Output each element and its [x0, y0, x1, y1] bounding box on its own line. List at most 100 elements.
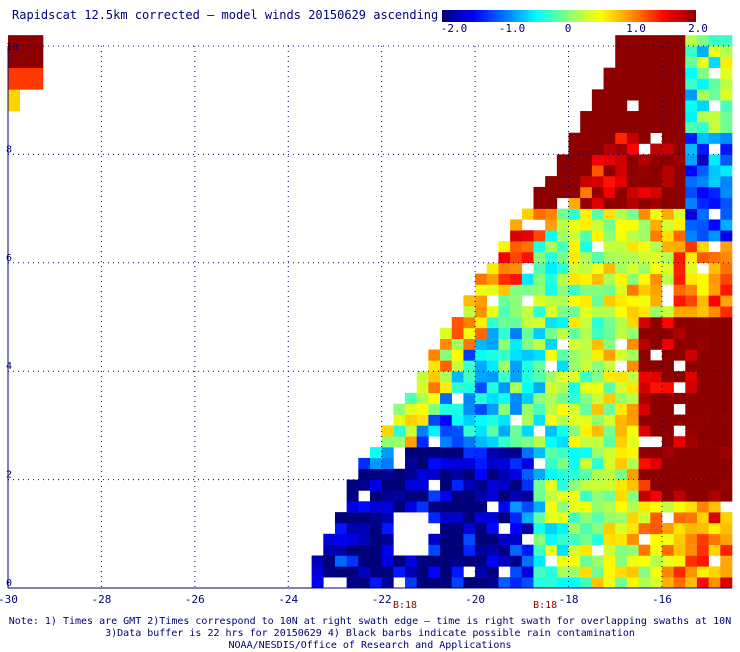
heatmap-cell [615, 295, 628, 307]
heatmap-cell [615, 241, 628, 253]
heatmap-cell [685, 414, 698, 426]
heatmap-cell [685, 35, 698, 47]
heatmap-cell [498, 555, 511, 567]
heatmap-cell [521, 392, 534, 405]
heatmap-cell [603, 392, 616, 405]
heatmap-cell [545, 186, 558, 199]
heatmap-cell [370, 522, 382, 535]
heatmap-cell [673, 371, 686, 383]
heatmap-cell [661, 555, 674, 567]
heatmap-cell [720, 522, 733, 535]
heatmap-cell [661, 447, 674, 459]
heatmap-cell [580, 414, 593, 426]
heatmap-cell [475, 479, 488, 491]
heatmap-cell [603, 208, 616, 220]
heatmap-cell [405, 468, 418, 480]
heatmap-cell [638, 46, 651, 58]
heatmap-cell [661, 403, 674, 415]
heatmap-cell [498, 512, 511, 524]
heatmap-cell [673, 251, 686, 264]
heatmap-cell [661, 35, 674, 47]
heatmap-cell [685, 577, 698, 589]
heatmap-cell [521, 447, 534, 459]
heatmap-cell [486, 371, 499, 383]
heatmap-cell [661, 186, 674, 199]
heatmap-cell [556, 241, 569, 253]
heatmap-cell [603, 371, 616, 383]
heatmap-cell [638, 262, 651, 274]
colorbar-tick: -1.0 [498, 22, 526, 35]
heatmap-cell [673, 436, 686, 448]
heatmap-cell [475, 555, 488, 567]
heatmap-cell [416, 382, 429, 394]
heatmap-cell [451, 360, 464, 372]
heatmap-cell [673, 447, 686, 459]
heatmap-cell [615, 555, 628, 567]
heatmap-cell [358, 501, 371, 513]
heatmap-cell [498, 577, 511, 589]
heatmap-cell [568, 512, 581, 524]
heatmap-cell [650, 165, 663, 177]
heatmap-cell [568, 306, 581, 318]
heatmap-cell [556, 284, 569, 296]
heatmap-cell [708, 468, 721, 480]
y-tick-label: 10 [6, 42, 18, 53]
heatmap-cell [650, 241, 663, 253]
heatmap-cell [650, 295, 663, 307]
heatmap-cell [696, 154, 709, 166]
heatmap-cell [440, 327, 453, 339]
heatmap-cell [19, 78, 32, 90]
heatmap-cell [440, 371, 453, 383]
heatmap-cell [650, 392, 663, 405]
heatmap-cell [533, 230, 546, 242]
heatmap-cell [708, 349, 721, 361]
heatmap-cell [603, 327, 616, 339]
heatmap-cell [685, 208, 698, 220]
heatmap-cell [685, 360, 698, 372]
heatmap-cell [626, 262, 639, 274]
heatmap-cell [568, 501, 581, 513]
heatmap-cell [626, 241, 639, 253]
heatmap-cell [615, 56, 628, 68]
heatmap-cell [626, 382, 639, 394]
heatmap-cell [545, 349, 558, 361]
heatmap-cell [521, 306, 534, 318]
heatmap-cell [486, 436, 499, 448]
heatmap-cell [720, 425, 733, 437]
heatmap-cell [393, 414, 406, 426]
heatmap-cell [311, 577, 324, 589]
x-tick-label: -22 [372, 593, 392, 606]
heatmap-cell [626, 230, 639, 242]
heatmap-cell [556, 165, 569, 177]
heatmap-cell [568, 533, 581, 545]
heatmap-cell [673, 35, 686, 47]
heatmap-cell [568, 371, 581, 383]
heatmap-cell [416, 479, 429, 491]
heatmap-cell [545, 414, 558, 426]
heatmap-cell [673, 338, 686, 350]
heatmap-cell [463, 490, 476, 502]
colorbar-gradient [442, 10, 696, 22]
heatmap-cell [556, 208, 569, 220]
heatmap-cell [673, 284, 686, 296]
heatmap-cell [334, 544, 347, 556]
heatmap-cell [638, 121, 651, 134]
heatmap-cell [615, 230, 628, 242]
heatmap-cell [545, 447, 558, 459]
heatmap-cell [673, 512, 686, 524]
heatmap-cell [626, 338, 639, 350]
heatmap-cell [533, 555, 546, 567]
heatmap-cell [626, 56, 639, 68]
heatmap-cell [720, 35, 733, 47]
heatmap-cell [31, 35, 44, 47]
heatmap-cell [556, 371, 569, 383]
heatmap-cell [533, 251, 546, 264]
heatmap-cell [615, 89, 628, 101]
heatmap-cell [661, 273, 674, 285]
heatmap-cell [521, 544, 534, 556]
heatmap-cell [580, 327, 593, 339]
heatmap-cell [661, 425, 674, 437]
heatmap-cell [638, 111, 651, 123]
heatmap-cell [603, 154, 616, 166]
heatmap-cell [626, 284, 639, 296]
